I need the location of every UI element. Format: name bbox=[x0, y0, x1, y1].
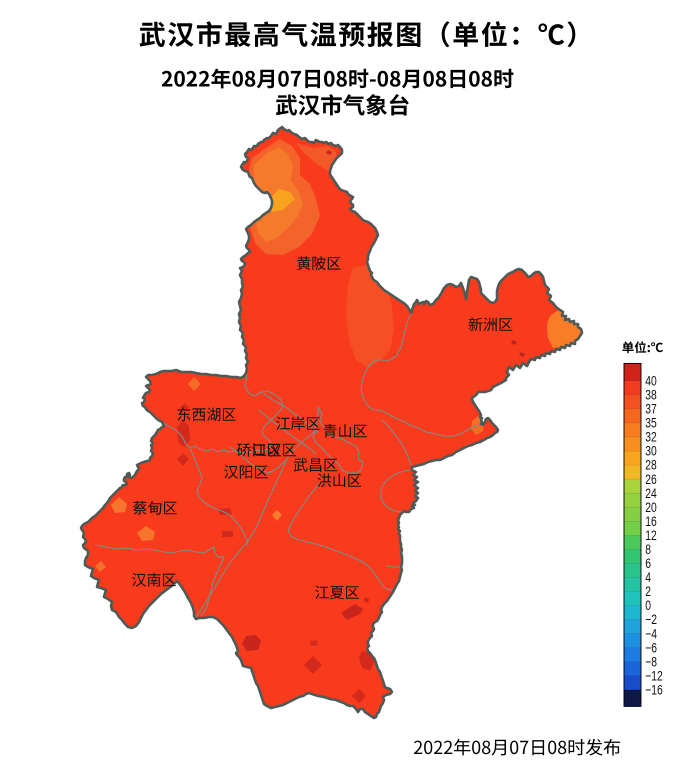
svg-text:4: 4 bbox=[645, 570, 651, 586]
svg-text:16: 16 bbox=[645, 513, 657, 529]
svg-text:28: 28 bbox=[645, 457, 657, 473]
svg-text:−4: −4 bbox=[645, 626, 657, 642]
svg-text:38: 38 bbox=[645, 387, 657, 403]
svg-text:30: 30 bbox=[645, 443, 657, 459]
svg-text:20: 20 bbox=[645, 499, 657, 515]
svg-text:−2: −2 bbox=[645, 612, 657, 628]
svg-text:32: 32 bbox=[645, 429, 657, 445]
svg-text:2: 2 bbox=[645, 584, 651, 600]
svg-text:−6: −6 bbox=[645, 640, 657, 656]
svg-text:35: 35 bbox=[645, 415, 657, 431]
svg-text:8: 8 bbox=[645, 541, 651, 557]
svg-text:−12: −12 bbox=[645, 668, 663, 684]
svg-text:6: 6 bbox=[645, 556, 651, 572]
svg-text:0: 0 bbox=[645, 598, 651, 614]
svg-text:12: 12 bbox=[645, 527, 657, 543]
svg-text:37: 37 bbox=[645, 401, 657, 417]
svg-text:−8: −8 bbox=[645, 654, 657, 670]
svg-text:−16: −16 bbox=[645, 682, 663, 698]
svg-text:24: 24 bbox=[645, 485, 657, 501]
svg-text:26: 26 bbox=[645, 471, 657, 487]
svg-text:40: 40 bbox=[645, 373, 657, 389]
